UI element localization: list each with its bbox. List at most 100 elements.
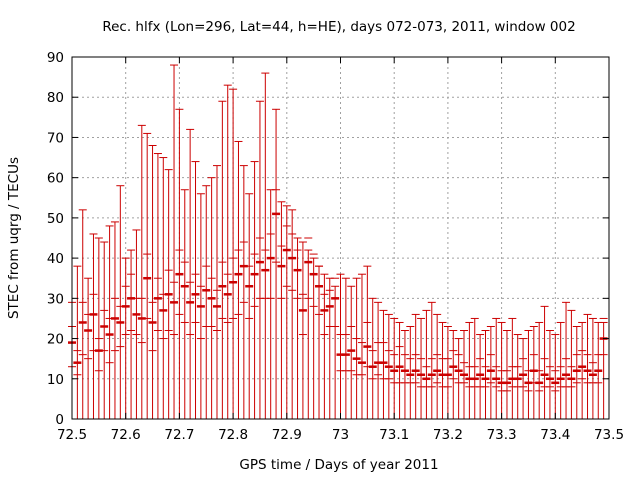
data-point — [406, 325, 415, 419]
data-point — [282, 205, 291, 419]
x-tick-label: 73 — [332, 427, 349, 443]
data-point — [309, 253, 318, 419]
data-point — [572, 325, 581, 419]
data-point — [486, 325, 495, 419]
data-point — [170, 64, 179, 419]
data-point — [470, 317, 479, 419]
data-point — [411, 313, 420, 419]
data-point — [320, 273, 329, 419]
data-point — [180, 189, 189, 419]
data-point — [84, 277, 93, 419]
data-point — [513, 334, 522, 419]
y-tick-label: 90 — [47, 50, 64, 66]
data-point — [427, 301, 436, 419]
data-point — [153, 153, 162, 419]
x-tick-label: 72.5 — [57, 427, 87, 443]
data-point — [293, 237, 302, 419]
data-point — [261, 72, 270, 419]
data-point — [298, 241, 307, 419]
data-point — [476, 334, 485, 419]
y-tick-label: 20 — [47, 332, 64, 348]
data-point — [395, 321, 404, 419]
data-point — [223, 84, 232, 419]
data-point — [212, 165, 221, 419]
data-point — [325, 277, 334, 419]
data-point — [186, 128, 195, 419]
data-point — [110, 221, 119, 419]
x-tick-label: 72.9 — [272, 427, 302, 443]
data-point — [132, 229, 141, 419]
data-point — [229, 88, 238, 419]
data-point — [374, 301, 383, 419]
data-point — [433, 313, 442, 419]
data-point — [266, 189, 275, 419]
y-tick-label: 10 — [47, 372, 64, 388]
data-point — [363, 265, 372, 419]
data-point — [529, 325, 538, 419]
data-point — [578, 321, 587, 419]
data-point — [94, 237, 103, 419]
data-point — [588, 317, 597, 419]
data-point — [164, 169, 173, 419]
data-point — [519, 338, 528, 419]
data-point — [449, 330, 458, 419]
data-point — [379, 309, 388, 419]
data-point — [535, 321, 544, 419]
data-point — [347, 285, 356, 419]
data-point — [567, 309, 576, 419]
data-point — [331, 277, 340, 419]
data-point — [250, 161, 259, 419]
x-tick-label: 73.3 — [487, 427, 517, 443]
data-point — [116, 185, 125, 419]
x-tick-label: 73.1 — [379, 427, 409, 443]
data-point — [196, 193, 205, 419]
data-point — [277, 201, 286, 419]
data-point — [481, 330, 490, 419]
y-axis-label: STEC from uqrg / TECUs — [6, 157, 22, 319]
data-point — [245, 193, 254, 419]
x-tick-label: 73.5 — [594, 427, 624, 443]
data-point — [540, 305, 549, 419]
data-point — [422, 309, 431, 419]
data-point — [100, 241, 109, 419]
data-point — [143, 132, 152, 419]
data-point — [105, 225, 114, 419]
data-point — [594, 321, 603, 419]
y-tick-label: 30 — [47, 291, 64, 307]
data-point — [508, 317, 517, 419]
x-tick-label: 72.7 — [164, 427, 194, 443]
data-point — [551, 334, 560, 419]
y-tick-label: 70 — [47, 130, 64, 146]
data-point — [562, 301, 571, 419]
data-point — [191, 161, 200, 419]
x-axis-label: GPS time / Days of year 2011 — [239, 457, 438, 473]
y-tick-label: 60 — [47, 171, 64, 187]
data-point — [357, 273, 366, 419]
data-point — [234, 140, 243, 419]
data-point — [460, 330, 469, 419]
data-point — [272, 108, 281, 419]
data-point — [239, 165, 248, 419]
x-tick-label: 72.6 — [111, 427, 141, 443]
y-tick-label: 0 — [55, 412, 64, 428]
data-point — [417, 317, 426, 419]
data-point — [218, 100, 227, 419]
data-point — [288, 209, 297, 419]
data-point — [159, 157, 168, 419]
x-tick-label: 72.8 — [218, 427, 248, 443]
x-tick-label: 73.2 — [433, 427, 463, 443]
chart-title: Rec. hlfx (Lon=296, Lat=44, h=HE), days … — [102, 19, 575, 35]
y-tick-label: 50 — [47, 211, 64, 227]
data-point — [352, 277, 361, 419]
data-point — [336, 273, 345, 419]
data-point — [207, 177, 216, 419]
data-point — [121, 257, 130, 419]
data-point — [341, 277, 350, 419]
data-point — [202, 185, 211, 419]
data-point — [368, 297, 377, 419]
data-point — [545, 330, 554, 419]
data-point — [175, 108, 184, 419]
data-point — [137, 124, 146, 419]
y-tick-label: 40 — [47, 251, 64, 267]
